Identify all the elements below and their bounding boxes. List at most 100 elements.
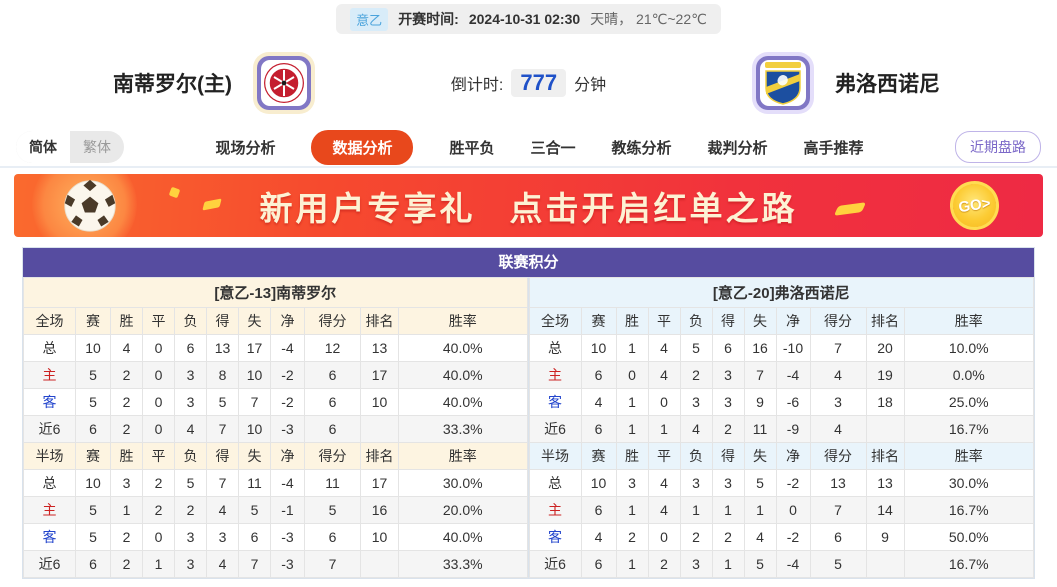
stat-cell: 4 <box>743 523 777 551</box>
home-team-name: 南蒂罗尔(主) <box>113 73 232 96</box>
header-cell: 胜 <box>110 307 143 335</box>
promo-banner[interactable]: 新用户专享礼 点击开启红单之路 GO> <box>14 174 1043 237</box>
top-bar: 意乙 开赛时间: 2024-10-31 02:30 天晴， 21℃~22℃ <box>0 0 1057 38</box>
stat-cell: 7 <box>238 550 271 578</box>
stat-cell: 0 <box>142 523 175 551</box>
stat-cell: 6 <box>580 415 617 443</box>
header-cell: 得 <box>206 307 239 335</box>
header-cell: 负 <box>679 307 713 335</box>
tab-4[interactable]: 教练分析 <box>611 139 672 157</box>
header-cell: 得分 <box>809 442 867 470</box>
stat-cell: 4 <box>647 334 681 362</box>
tab-2[interactable]: 胜平负 <box>449 139 495 157</box>
stat-cell: 4 <box>647 469 681 497</box>
stat-cell: 20 <box>865 334 905 362</box>
header-cell: 得 <box>711 307 745 335</box>
stat-cell: 11 <box>743 415 777 443</box>
stat-cell: 5 <box>809 550 867 578</box>
row-label-cell: 客 <box>23 523 76 551</box>
stat-cell: 1 <box>615 388 649 416</box>
soccer-ball-icon <box>62 178 118 234</box>
countdown: 倒计时: 777 分钟 <box>0 38 1057 128</box>
tab-3[interactable]: 三合一 <box>530 139 576 157</box>
row-label-cell: 总 <box>23 334 76 362</box>
stat-cell: 13 <box>206 334 239 362</box>
stat-cell: 13 <box>360 334 399 362</box>
table-row: 近6 6 2 1 3 4 7 -3 7 33.3% <box>23 550 528 578</box>
stat-cell: 19 <box>865 361 905 389</box>
away-stats-table: [意乙-20]弗洛西诺尼 全场赛胜平负得失净得分 排名 胜率总 10 1 4 5 6 16 -10 7… <box>528 277 1035 578</box>
stat-cell: 1 <box>615 334 649 362</box>
header-cell: 排名 <box>865 442 905 470</box>
header-cell: 净 <box>270 307 305 335</box>
header-cell: [意乙-20]弗洛西诺尼 <box>528 277 1034 308</box>
lang-simplified-button[interactable]: 简体 <box>16 131 70 163</box>
header-cell: 胜率 <box>398 307 528 335</box>
stat-cell: 11 <box>304 469 361 497</box>
table-row: 半场赛胜平负得失净得分 排名 胜率 <box>528 442 1034 470</box>
stat-cell: 5 <box>304 496 361 524</box>
tab-5[interactable]: 裁判分析 <box>707 139 768 157</box>
row-label-cell: 客 <box>528 388 582 416</box>
header-cell: 胜率 <box>903 442 1034 470</box>
row-label-cell: 总 <box>528 334 582 362</box>
league-points-section: 联赛积分 [意乙-13]南蒂罗尔 全场赛胜平负得失净得分 排名 胜率总 10 4 0 6 13 1… <box>22 247 1035 579</box>
header-cell: 失 <box>743 307 777 335</box>
tab-6[interactable]: 高手推荐 <box>803 139 864 157</box>
stat-cell: 3 <box>206 523 239 551</box>
row-label-cell: 近6 <box>23 550 76 578</box>
home-stats-half: [意乙-13]南蒂罗尔 全场赛胜平负得失净得分 排名 胜率总 10 4 0 6 13 17 -4 12… <box>23 277 529 578</box>
stat-cell: 13 <box>809 469 867 497</box>
stat-cell: 50.0% <box>903 523 1034 551</box>
stat-cell: 2 <box>679 361 713 389</box>
stat-cell: 40.0% <box>398 388 528 416</box>
stat-cell: 3 <box>711 469 745 497</box>
stat-cell: 5 <box>238 496 271 524</box>
tab-0[interactable]: 现场分析 <box>215 139 276 157</box>
stat-cell: 17 <box>360 361 399 389</box>
home-team: 南蒂罗尔(主) <box>113 38 316 128</box>
stat-cell: 4 <box>809 361 867 389</box>
stat-cell: 5 <box>174 469 207 497</box>
stat-cell: -3 <box>270 550 305 578</box>
kickoff-time: 2024-10-31 02:30 <box>468 11 581 27</box>
stat-cell: 16.7% <box>903 415 1034 443</box>
stat-cell: 30.0% <box>398 469 528 497</box>
stat-cell: 30.0% <box>903 469 1034 497</box>
stat-cell: 0 <box>142 334 175 362</box>
stat-cell: 33.3% <box>398 415 528 443</box>
stat-cell: 3 <box>711 388 745 416</box>
header-cell: 赛 <box>580 442 617 470</box>
row-label-cell: 近6 <box>23 415 76 443</box>
stat-cell: -4 <box>270 334 305 362</box>
stat-cell: 10 <box>238 361 271 389</box>
stat-cell: 0.0% <box>903 361 1034 389</box>
stat-cell: 7 <box>238 388 271 416</box>
stat-cell: 3 <box>711 361 745 389</box>
header-cell: 失 <box>238 442 271 470</box>
recent-trend-button[interactable]: 近期盘路 <box>954 131 1041 163</box>
countdown-label: 倒计时: <box>450 77 504 94</box>
kickoff-label: 开赛时间: <box>398 11 459 27</box>
stat-cell: 2 <box>647 550 681 578</box>
stat-cell: 2 <box>110 550 143 578</box>
stat-cell: 4 <box>580 388 617 416</box>
stat-cell: 1 <box>615 496 649 524</box>
lang-traditional-button[interactable]: 繁体 <box>83 139 111 155</box>
table-row: [意乙-13]南蒂罗尔 <box>23 277 528 308</box>
table-row: 主 6 1 4 1 1 1 0 7 14 16.7% <box>528 496 1034 524</box>
tab-1[interactable]: 数据分析 <box>311 129 414 165</box>
stat-cell: 10 <box>75 334 111 362</box>
stat-cell: 2 <box>174 496 207 524</box>
stat-cell: -3 <box>270 415 305 443</box>
stat-cell: 3 <box>679 388 713 416</box>
stat-cell: -10 <box>775 334 811 362</box>
stat-cell: -4 <box>270 469 305 497</box>
stat-cell: 3 <box>679 469 713 497</box>
stat-cell: 5 <box>75 523 111 551</box>
league-badge: 意乙 <box>350 7 389 31</box>
stat-cell: 18 <box>865 388 905 416</box>
nav-tabs: 现场分析 数据分析 胜平负 三合一 教练分析 裁判分析 高手推荐 <box>215 129 864 165</box>
header-cell: 平 <box>142 307 175 335</box>
stat-cell: 4 <box>647 496 681 524</box>
